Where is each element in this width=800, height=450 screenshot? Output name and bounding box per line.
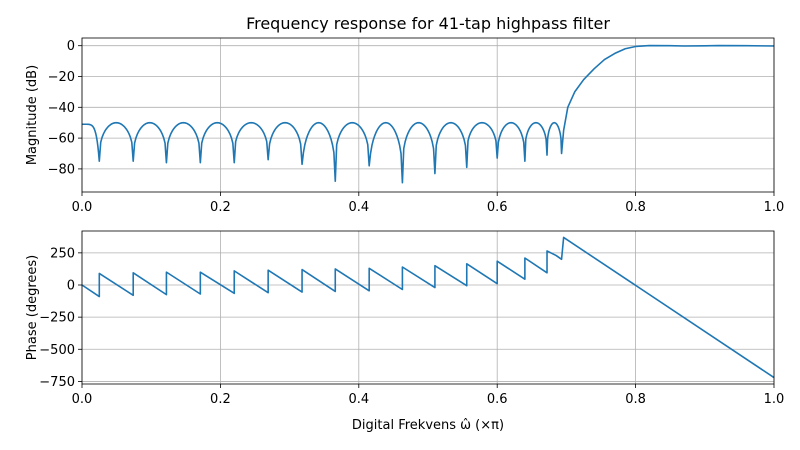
magnitude-axes-frame <box>81 37 775 193</box>
phase-x-tick-label: 0.8 <box>625 392 646 407</box>
phase-x-tick-label: 0.4 <box>348 392 369 407</box>
magnitude-x-tick-label: 0.2 <box>210 200 231 215</box>
magnitude-x-tick-label: 1.0 <box>764 200 785 215</box>
phase-y-tick-label: −250 <box>39 311 75 326</box>
magnitude-x-tick-label: 0.0 <box>72 200 93 215</box>
phase-y-tick-label: 0 <box>67 279 75 294</box>
phase-x-tick-label: 0.6 <box>487 392 508 407</box>
magnitude-y-tick-label: −80 <box>48 162 75 177</box>
magnitude-x-tick-label: 0.8 <box>625 200 646 215</box>
magnitude-line <box>81 44 775 184</box>
phase-axes-frame <box>81 230 775 385</box>
phase-panel: 0.0 0.2 0.4 0.6 0.8 1.0 250 0 −250 −500 −750 Phase… <box>25 230 785 433</box>
magnitude-y-tick-label: −20 <box>48 70 75 85</box>
magnitude-y-axis-label: Magnitude (dB) <box>25 65 40 165</box>
phase-x-tick-label: 1.0 <box>764 392 785 407</box>
phase-x-tick-label: 0.0 <box>72 392 93 407</box>
phase-y-axis-label: Phase (degrees) <box>25 255 40 360</box>
phase-x-axis-label: Digital Frekvens ω̂ (×π) <box>352 418 504 433</box>
phase-y-tick-label: −500 <box>39 343 75 358</box>
phase-x-tick-label: 0.2 <box>210 392 231 407</box>
magnitude-y-tick-label: −60 <box>48 132 75 147</box>
chart-title: Frequency response for 41-tap highpass f… <box>246 14 610 33</box>
magnitude-x-tick-label: 0.4 <box>348 200 369 215</box>
phase-line <box>81 236 775 379</box>
magnitude-y-tick-label: 0 <box>67 39 75 54</box>
phase-y-tick-label: 250 <box>50 246 75 261</box>
magnitude-y-tick-label: −40 <box>48 101 75 116</box>
phase-y-tick-label: −750 <box>39 375 75 390</box>
magnitude-panel: 0.0 0.2 0.4 0.6 0.8 1.0 0 −20 −40 −60 −80 Magnitud… <box>25 37 785 215</box>
magnitude-x-tick-label: 0.6 <box>487 200 508 215</box>
